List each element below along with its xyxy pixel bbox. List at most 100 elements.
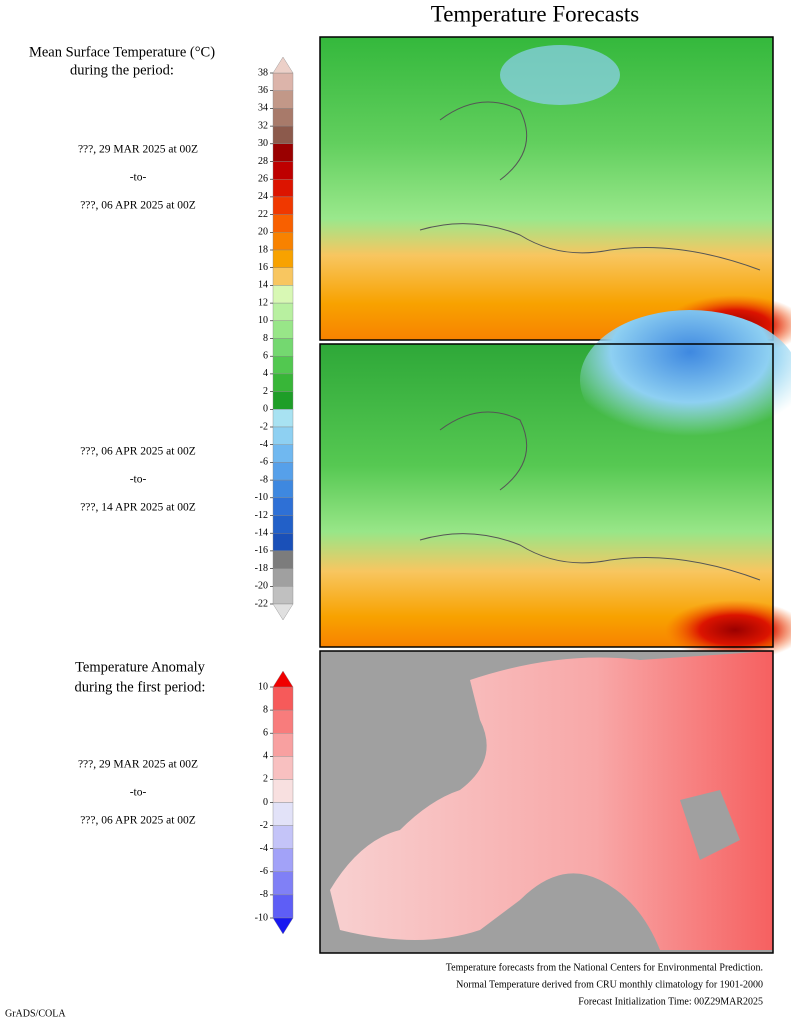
colorbar-segment bbox=[272, 533, 294, 552]
tick-label: -6 bbox=[260, 457, 268, 468]
tick-label: 4 bbox=[263, 368, 268, 379]
period-start: ???, 06 APR 2025 at 00Z bbox=[80, 446, 196, 458]
tick-label: 30 bbox=[258, 138, 268, 149]
colorbar-arrow-top bbox=[272, 56, 294, 74]
period-start: ???, 29 MAR 2025 at 00Z bbox=[78, 144, 198, 156]
colorbar-arrow-top bbox=[272, 670, 294, 688]
tick-label: -2 bbox=[260, 421, 268, 432]
colorbar-segment bbox=[272, 709, 294, 734]
footer-note: Forecast Initialization Time: 00Z29MAR20… bbox=[578, 996, 763, 1007]
colorbar-segment bbox=[272, 232, 294, 251]
period-end: ???, 14 APR 2025 at 00Z bbox=[80, 502, 196, 514]
colorbar-segment bbox=[272, 125, 294, 144]
tick-label: -18 bbox=[255, 563, 268, 574]
period-start: ???, 29 MAR 2025 at 00Z bbox=[78, 759, 198, 771]
tick-label: 6 bbox=[263, 350, 268, 361]
forecast-map-1 bbox=[319, 36, 791, 355]
tick-label: 18 bbox=[258, 244, 268, 255]
colorbar-segment bbox=[272, 479, 294, 499]
colorbar-segment bbox=[272, 72, 294, 91]
colorbar-segment bbox=[272, 249, 294, 268]
tick-label: 32 bbox=[258, 120, 268, 131]
period-end: ???, 06 APR 2025 at 00Z bbox=[80, 200, 196, 212]
credit: GrADS/COLA bbox=[5, 1008, 66, 1019]
period-separator: -to- bbox=[130, 474, 147, 486]
period-end: ???, 06 APR 2025 at 00Z bbox=[80, 815, 196, 827]
period-separator: -to- bbox=[130, 172, 147, 184]
tick-label: -4 bbox=[260, 439, 268, 450]
tick-label: -4 bbox=[260, 843, 268, 854]
colorbar-segment bbox=[272, 143, 294, 162]
footer-note: Normal Temperature derived from CRU mont… bbox=[456, 979, 763, 990]
tick-label: 8 bbox=[263, 704, 268, 715]
legend-title: during the first period: bbox=[75, 679, 206, 695]
tick-label: 10 bbox=[258, 315, 268, 326]
period-separator: -to- bbox=[130, 787, 147, 799]
tick-label: 36 bbox=[258, 85, 268, 96]
colorbar-segment bbox=[272, 426, 294, 445]
colorbar-segment bbox=[272, 756, 294, 780]
tick-label: -22 bbox=[255, 598, 268, 609]
tick-label: 34 bbox=[258, 103, 268, 114]
colorbar-segment bbox=[272, 444, 294, 463]
colorbar-segment bbox=[272, 848, 294, 873]
tick-label: -6 bbox=[260, 866, 268, 877]
colorbar-segment bbox=[272, 568, 294, 587]
colorbar-segment bbox=[272, 586, 294, 605]
tick-label: 24 bbox=[258, 191, 268, 202]
colorbar-segment bbox=[272, 373, 294, 392]
tick-label: -10 bbox=[255, 492, 268, 503]
colorbar-segment bbox=[272, 550, 294, 569]
colorbar-segment bbox=[272, 871, 294, 896]
colorbar-segment bbox=[272, 462, 294, 481]
colorbar-segment bbox=[272, 90, 294, 109]
colorbar-segment bbox=[272, 285, 294, 304]
colorbar-segment bbox=[272, 409, 294, 428]
colorbar-segment bbox=[272, 178, 294, 198]
colorbar-segment bbox=[272, 214, 294, 233]
tick-label: -20 bbox=[255, 581, 268, 592]
tick-label: 8 bbox=[263, 333, 268, 344]
tick-label: 10 bbox=[258, 681, 268, 692]
tick-label: 14 bbox=[258, 280, 268, 291]
colorbar-segment bbox=[272, 161, 294, 180]
colorbar-segment bbox=[272, 267, 294, 286]
colorbar-segment bbox=[272, 825, 294, 849]
colorbar-arrow-bottom bbox=[272, 603, 294, 621]
tick-label: 22 bbox=[258, 209, 268, 220]
tick-label: 38 bbox=[258, 67, 268, 78]
legend-title: during the period: bbox=[70, 62, 174, 78]
tick-label: 12 bbox=[258, 297, 268, 308]
colorbar-segment bbox=[272, 894, 294, 919]
colorbar-segment bbox=[272, 108, 294, 127]
forecast-map-2 bbox=[319, 310, 791, 660]
tick-label: -16 bbox=[255, 545, 268, 556]
colorbar-segment bbox=[272, 733, 294, 757]
footer-note: Temperature forecasts from the National … bbox=[446, 962, 763, 973]
tick-label: 16 bbox=[258, 262, 268, 273]
tick-label: -14 bbox=[255, 527, 268, 538]
colorbar-segment bbox=[272, 802, 294, 826]
tick-label: -8 bbox=[260, 889, 268, 900]
colorbar-segment bbox=[272, 779, 294, 803]
colorbar-segment bbox=[272, 196, 294, 215]
tick-label: 20 bbox=[258, 227, 268, 238]
tick-label: 0 bbox=[263, 797, 268, 808]
tick-label: 6 bbox=[263, 727, 268, 738]
colorbar-segment bbox=[272, 338, 294, 357]
legend-title: Temperature Anomaly bbox=[75, 659, 206, 675]
colorbar-segment bbox=[272, 391, 294, 410]
tick-label: 2 bbox=[263, 386, 268, 397]
colorbar-segment bbox=[272, 515, 294, 534]
tick-label: 4 bbox=[263, 751, 268, 762]
tick-label: -12 bbox=[255, 510, 268, 521]
colorbar-segment bbox=[272, 302, 294, 322]
tick-label: 2 bbox=[263, 774, 268, 785]
tick-label: 26 bbox=[258, 173, 268, 184]
colorbar-segment bbox=[272, 356, 294, 375]
tick-label: -2 bbox=[260, 820, 268, 831]
tick-label: -10 bbox=[255, 912, 268, 923]
tick-label: -8 bbox=[260, 474, 268, 485]
colorbar-segment bbox=[272, 320, 294, 339]
